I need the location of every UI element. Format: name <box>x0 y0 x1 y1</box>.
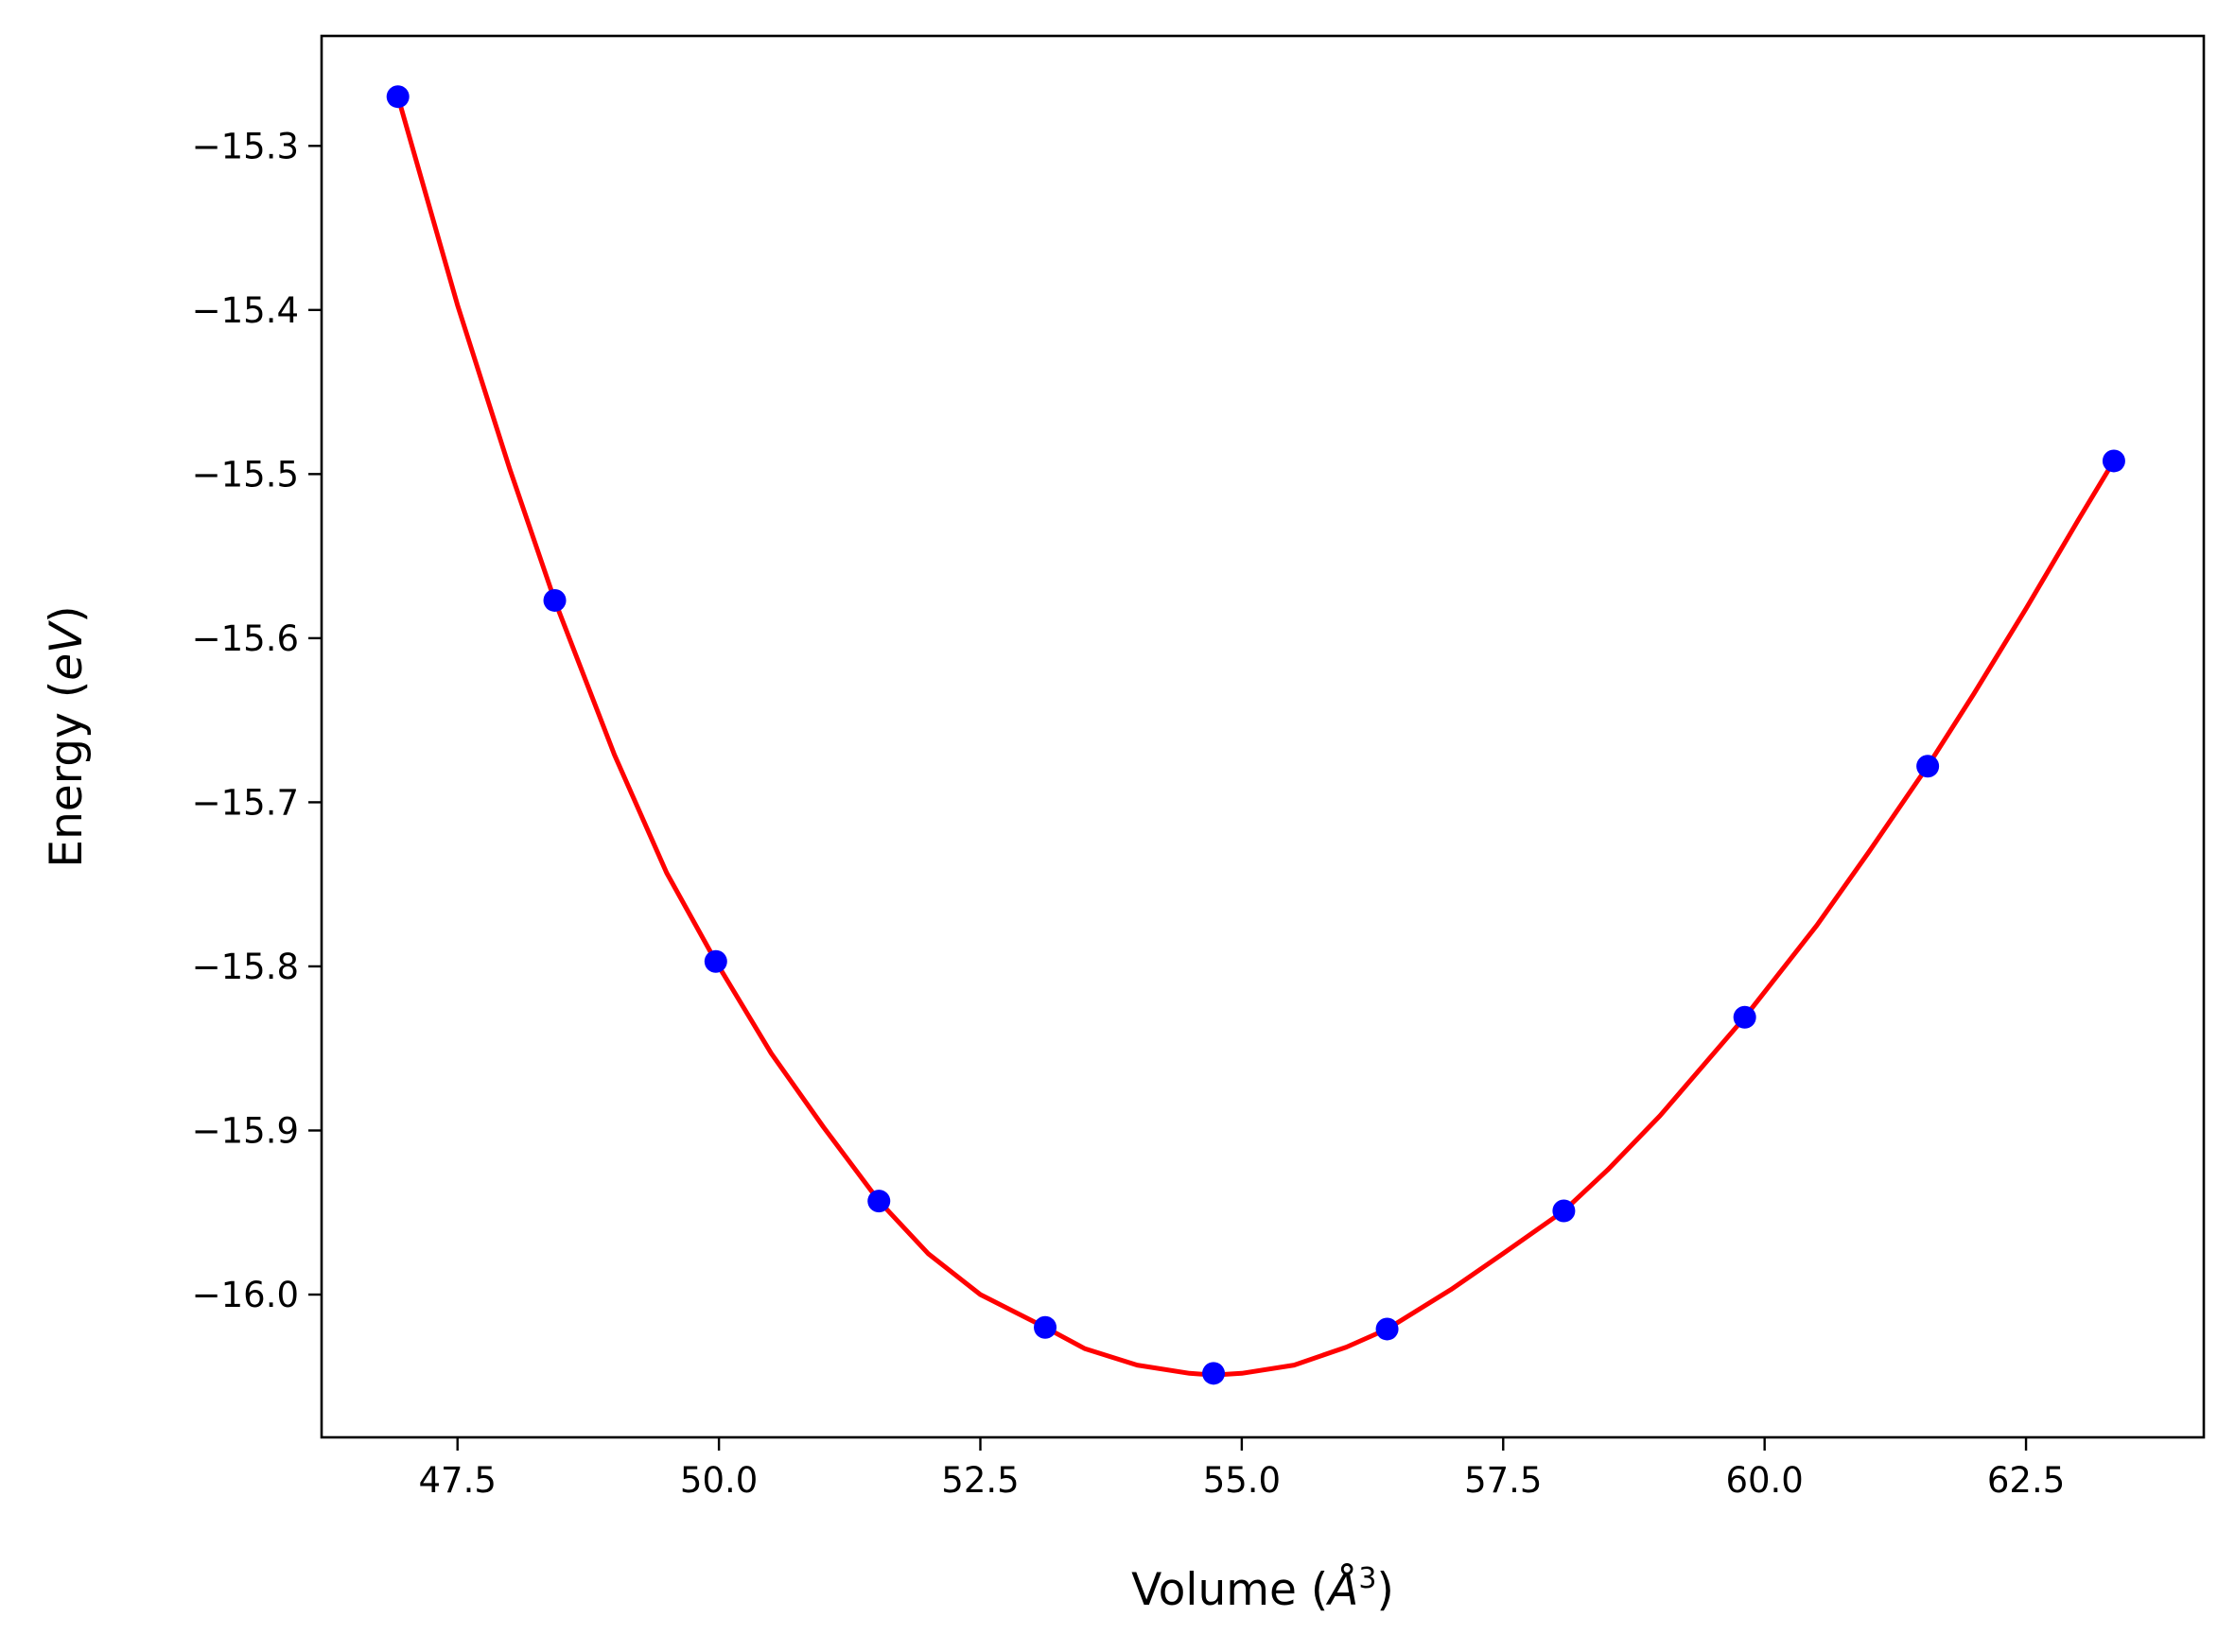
data-point <box>704 949 727 973</box>
data-point <box>1202 1362 1226 1385</box>
y-axis-label: Energy (eV) <box>41 605 93 867</box>
y-tick-label: −15.4 <box>192 290 299 331</box>
data-point <box>867 1190 891 1213</box>
data-point <box>1375 1317 1399 1341</box>
y-axis-ticks: −15.3 −15.4 −15.5 −15.6 −15.7 −15.8 −15.9 −16.0 <box>192 126 322 1315</box>
plot-area <box>320 34 2206 1439</box>
axes-frame <box>320 34 2206 1439</box>
x-axis-label: Volume (Å3) <box>1131 1562 1394 1616</box>
data-point <box>1034 1315 1057 1339</box>
data-point <box>543 588 567 612</box>
data-point <box>1552 1199 1576 1223</box>
y-tick-label: −16.0 <box>192 1275 299 1315</box>
y-tick-label: −15.9 <box>192 1110 299 1151</box>
y-tick-label: −15.3 <box>192 126 299 166</box>
data-point <box>1916 755 1940 778</box>
x-tick-label: 50.0 <box>680 1460 758 1501</box>
data-point <box>1733 1005 1756 1029</box>
fit-curve-layer <box>395 94 2117 1378</box>
fit-curve-line <box>395 94 2117 1378</box>
data-points-layer <box>386 85 2125 1385</box>
y-tick-label: −15.5 <box>192 454 299 495</box>
y-tick-label: −15.7 <box>192 782 299 823</box>
data-point <box>386 85 410 109</box>
x-tick-label: 52.5 <box>941 1460 1019 1501</box>
x-tick-label: 60.0 <box>1725 1460 1803 1501</box>
x-tick-label: 47.5 <box>419 1460 497 1501</box>
y-tick-label: −15.8 <box>192 947 299 987</box>
x-tick-label: 55.0 <box>1203 1460 1281 1501</box>
data-point <box>2102 449 2125 473</box>
x-tick-label: 57.5 <box>1464 1460 1542 1501</box>
x-axis-ticks: 47.5 50.0 52.5 55.0 57.5 60.0 62.5 <box>419 1437 2065 1501</box>
y-tick-label: −15.6 <box>192 618 299 659</box>
x-tick-label: 62.5 <box>1987 1460 2065 1501</box>
